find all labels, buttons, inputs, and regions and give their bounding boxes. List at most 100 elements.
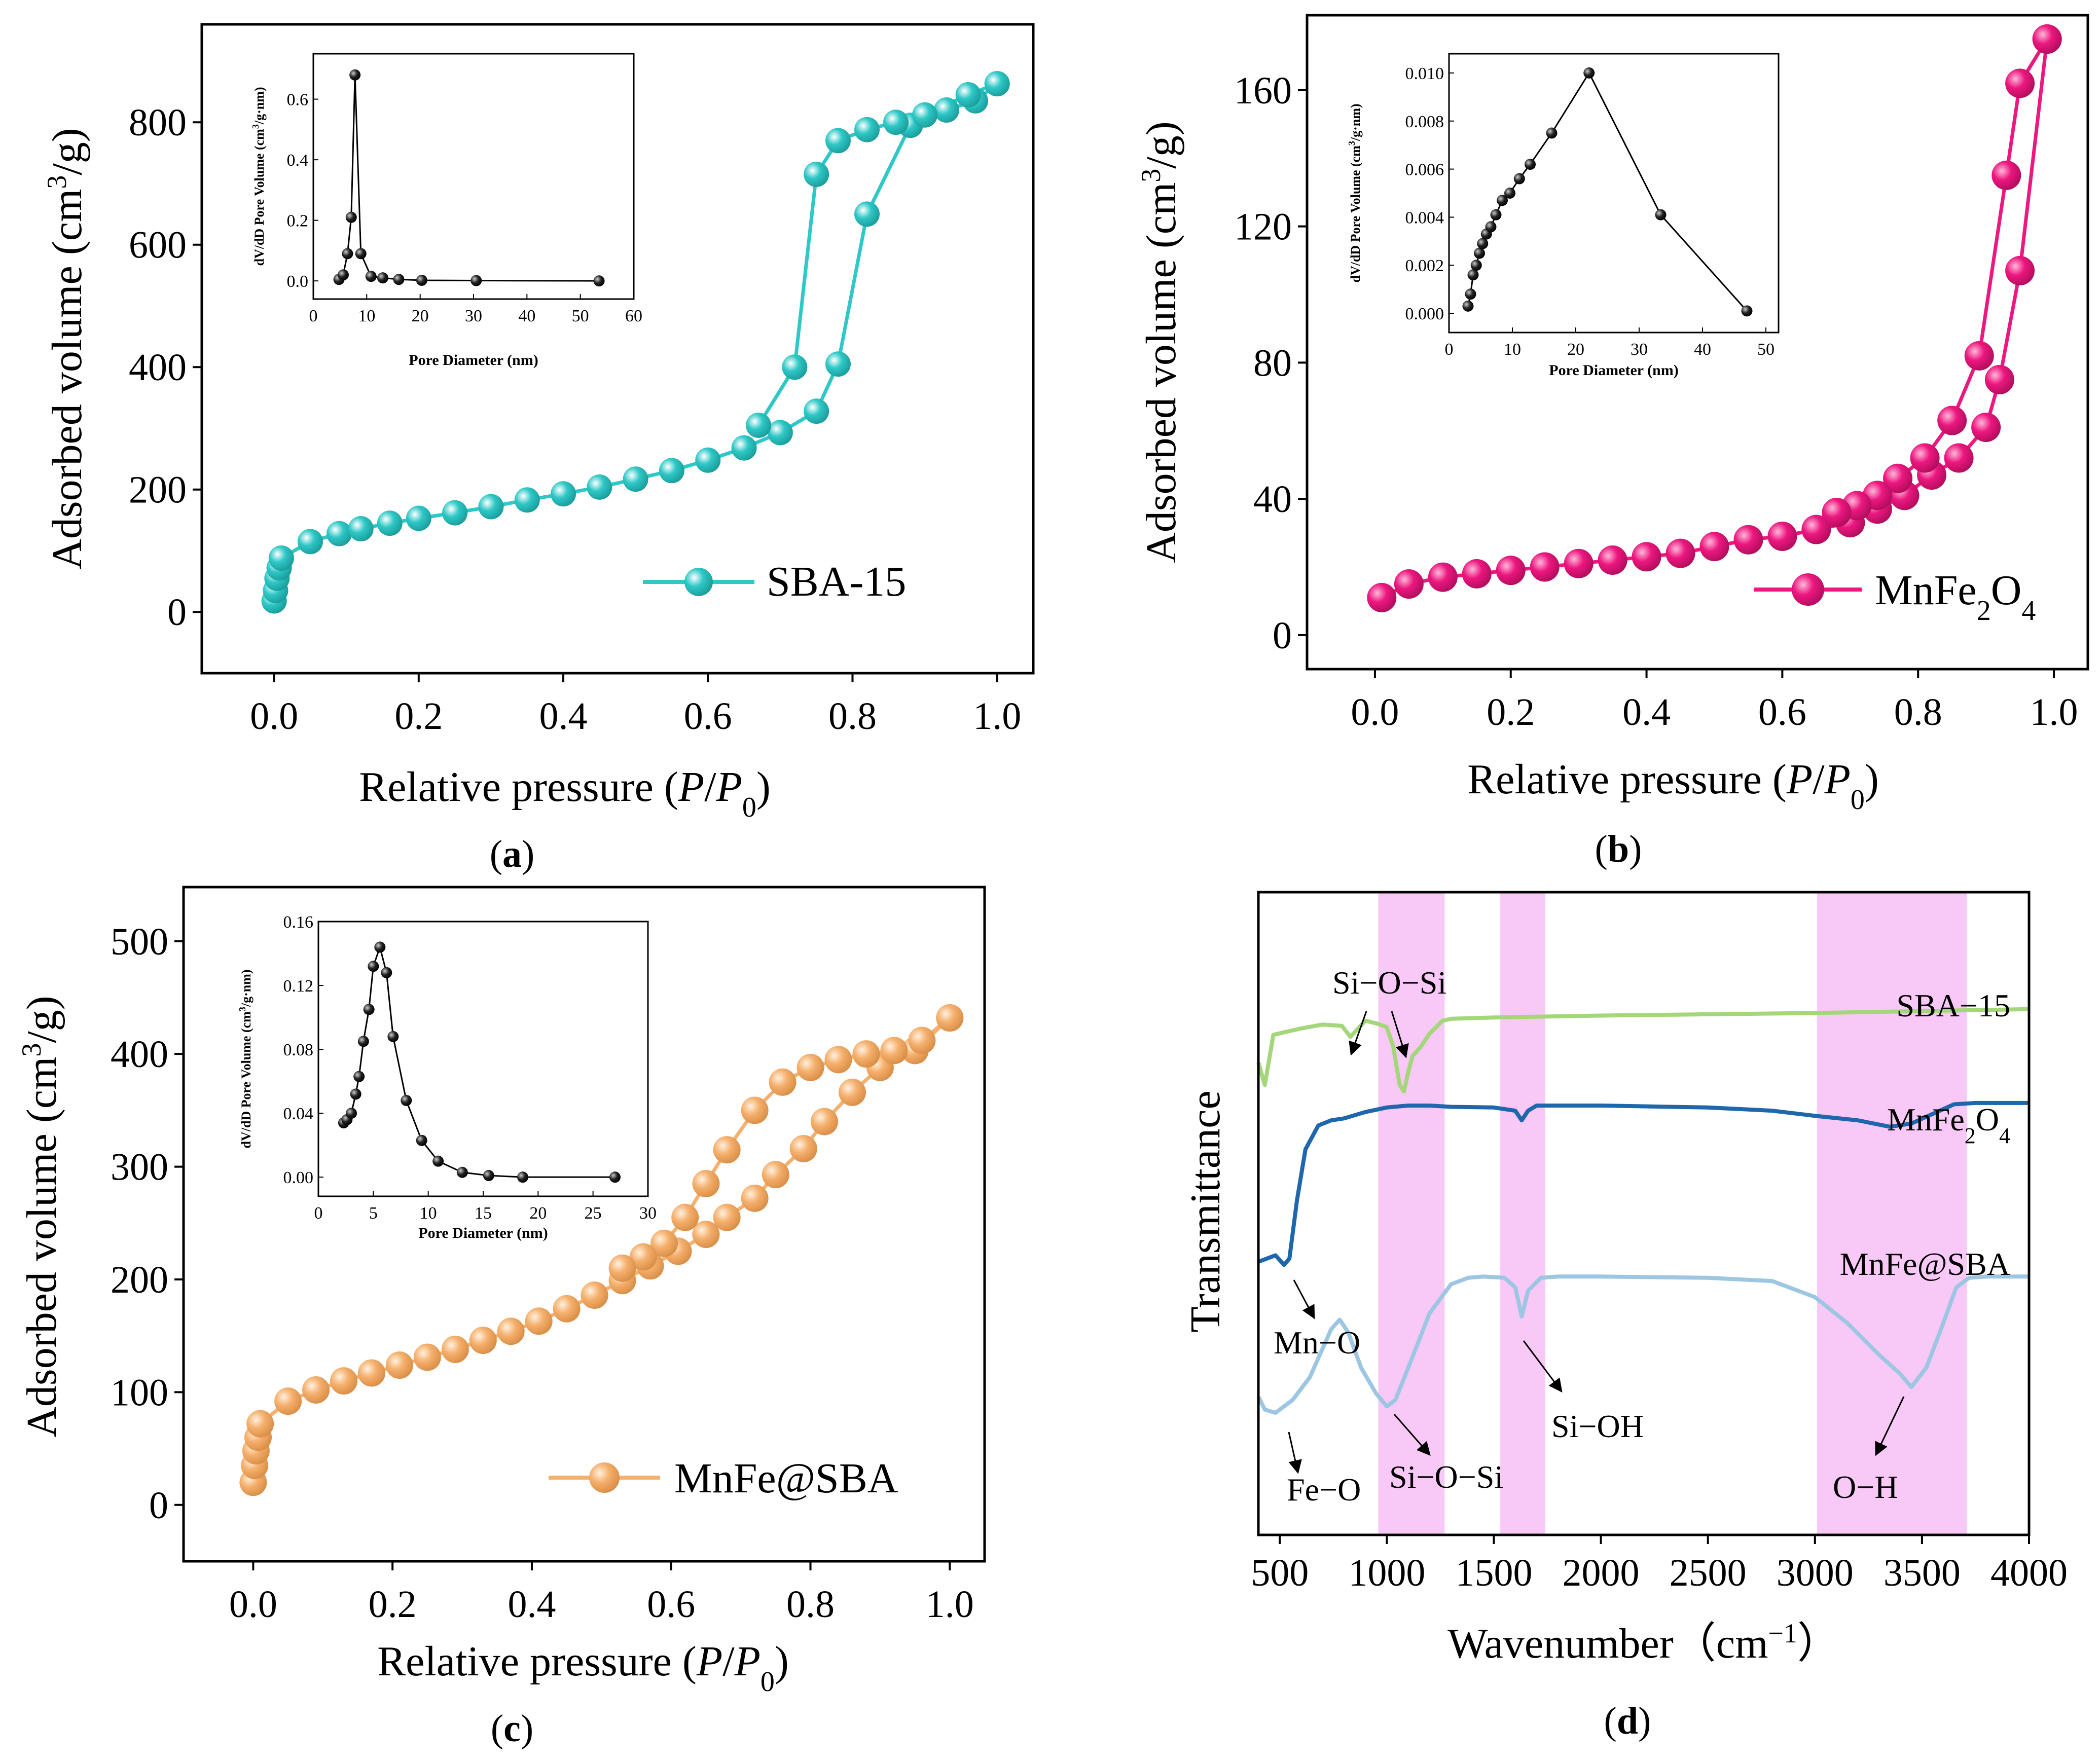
adsorption-point [1394, 569, 1424, 599]
inset-b: 0 10 20 30 40 50 0.000 0.002 0.004 0.006 0.008 0.01… [1347, 53, 1780, 379]
inset-y-tick-label: 0.006 [1405, 161, 1444, 179]
desorption-point [713, 1136, 741, 1164]
inset-x-tick-label: 30 [639, 1204, 657, 1223]
inset-point [349, 69, 361, 81]
adsorption-point [297, 529, 323, 555]
inset-x-tick-label: 15 [475, 1204, 492, 1223]
inset-point [353, 1071, 365, 1082]
inset-x-tick-label: 20 [529, 1204, 547, 1223]
adsorption-point [713, 1203, 741, 1231]
adsorption-point [623, 466, 648, 492]
x-tick-label: 0.4 [1622, 691, 1671, 733]
desorption-point [1964, 341, 1994, 371]
series-label-sba15: SBA−15 [1896, 987, 2010, 1023]
inset-y-tick-label: 0.2 [287, 212, 309, 231]
x-tick-label: 0.4 [508, 1583, 556, 1626]
x-tick-label: 0.0 [250, 695, 298, 738]
inset-x-tick-label: 10 [420, 1204, 437, 1223]
desorption-point [1910, 443, 1940, 473]
annotation-fe-o: Fe−O [1287, 1472, 1361, 1508]
inset-y-tick-label: 0.002 [1405, 256, 1444, 275]
inset-point [432, 1155, 444, 1167]
panel-a: 0.0 0.2 0.4 0.6 0.8 1.0 0 200 400 600 800 0 10 20 30 4… [42, 23, 1035, 875]
adsorption-point [587, 474, 612, 500]
mnfesba-spectrum [1256, 1274, 2029, 1415]
inset-a: 0 10 20 30 40 50 60 0.0 0.2 0.4 0.6 Pore Diameter … [250, 53, 642, 369]
inset-point [1477, 238, 1489, 249]
arrow-o-h [1875, 1396, 1905, 1456]
inset-point [1470, 260, 1482, 271]
inset-point [381, 967, 392, 978]
annotation-si-o-si-bottom: Si−O−Si [1389, 1459, 1503, 1495]
desorption-point [936, 1004, 964, 1032]
inset-x-label: Pore Diameter (nm) [409, 352, 538, 369]
y-tick-label: 400 [111, 1033, 168, 1076]
inset-point [365, 271, 377, 282]
adsorption-point [246, 1410, 274, 1438]
desorption-point [825, 128, 851, 154]
panel-d: 500 1000 1500 2000 2500 3000 3500 4000 SBA−15 M… [1182, 891, 2068, 1742]
inset-layer: 0 10 20 30 40 50 60 0.0 0.2 0.4 0.6 [287, 69, 642, 325]
series-layer [261, 71, 1010, 614]
x-axis-label: Relative pressure (P/P0) [1467, 756, 1879, 816]
desorption-point [2032, 24, 2062, 54]
x-tick-label: 0.2 [1487, 691, 1535, 733]
y-axis-label: Adsorbed volume (cm3/g) [42, 128, 91, 569]
inset-point [1546, 127, 1558, 139]
inset-x-tick-label: 30 [465, 307, 482, 325]
inset-c: 0 5 10 15 20 25 30 0.00 0.04 0.08 0.12 0.16 Pore Di… [237, 913, 657, 1241]
y-tick-label: 500 [111, 921, 168, 963]
x-tick-label: 3000 [1777, 1552, 1854, 1594]
x-tick-label: 0.8 [828, 695, 877, 738]
desorption-point [650, 1229, 678, 1257]
x-tick-label: 0.6 [647, 1583, 695, 1626]
inset-y-label: dV/dD Pore Volume (cm3/g·nm) [1347, 103, 1363, 282]
desorption-point [608, 1254, 636, 1282]
adsorption-point [659, 458, 684, 484]
x-tick-label: 0.8 [1894, 691, 1942, 733]
y-tick-label: 160 [1234, 69, 1292, 112]
inset-point [357, 1036, 369, 1047]
arrow-mn-o [1293, 1279, 1315, 1319]
series-label-mnfesba: MnFe@SBA [1840, 1246, 2010, 1282]
y-axis-label: Transmittance [1182, 1090, 1229, 1333]
adsorption-point [441, 1335, 469, 1363]
inset-x-label: Pore Diameter (nm) [418, 1225, 548, 1241]
inset-layer: 0 10 20 30 40 50 0.000 0.002 0.004 0.006 0.008 0.01… [1405, 64, 1775, 359]
inset-y-tick-label: 0.16 [283, 913, 314, 932]
mnfe2o4-spectrum [1257, 1100, 2029, 1267]
inset-frame [312, 53, 635, 300]
x-tick-label: 1.0 [973, 695, 1021, 738]
band-layer [1378, 892, 1967, 1535]
highlight-band [1500, 892, 1545, 1535]
adsorption-point [514, 487, 540, 513]
inset-point [1741, 305, 1753, 317]
highlight-band [1817, 892, 1967, 1535]
inset-point [1467, 269, 1479, 281]
legend-label: MnFe@SBA [674, 1455, 898, 1502]
adsorption-point [692, 1221, 720, 1249]
inset-layer: 0 5 10 15 20 25 30 0.00 0.04 0.08 0.12 0.16 [283, 913, 657, 1223]
inset-point [393, 274, 405, 285]
adsorption-point [1462, 559, 1492, 589]
inset-point [416, 274, 427, 286]
y-tick-label: 0 [1273, 614, 1292, 657]
adsorption-point [2005, 255, 2035, 285]
legend-c: MnFe@SBA [549, 1455, 898, 1502]
inset-y-label: dV/dD Pore Volume (cm3/g·nm) [237, 969, 254, 1148]
inset-y-tick-label: 0.08 [283, 1041, 314, 1059]
adsorption-point [933, 97, 959, 123]
desorption-point [883, 109, 909, 135]
inset-point [387, 1031, 399, 1042]
y-tick-label: 100 [111, 1371, 168, 1414]
inset-x-tick-label: 40 [1694, 340, 1711, 359]
x-tick-label: 0.2 [369, 1583, 417, 1626]
desorption-point [984, 71, 1010, 97]
inset-point [483, 1170, 494, 1182]
x-tick-label: 0.6 [1758, 691, 1806, 733]
annotation-mn-o: Mn−O [1274, 1325, 1360, 1361]
desorption-point [671, 1203, 699, 1231]
legend-label: SBA-15 [767, 558, 906, 605]
desorption-point [955, 82, 981, 107]
